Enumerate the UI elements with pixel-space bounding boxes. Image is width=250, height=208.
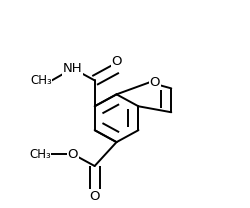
Text: O: O xyxy=(111,56,121,68)
Text: O: O xyxy=(149,76,159,89)
Text: NH: NH xyxy=(63,62,82,75)
Text: O: O xyxy=(89,190,100,203)
Text: CH₃: CH₃ xyxy=(30,74,52,87)
Text: CH₃: CH₃ xyxy=(29,147,51,161)
Text: O: O xyxy=(67,147,78,161)
